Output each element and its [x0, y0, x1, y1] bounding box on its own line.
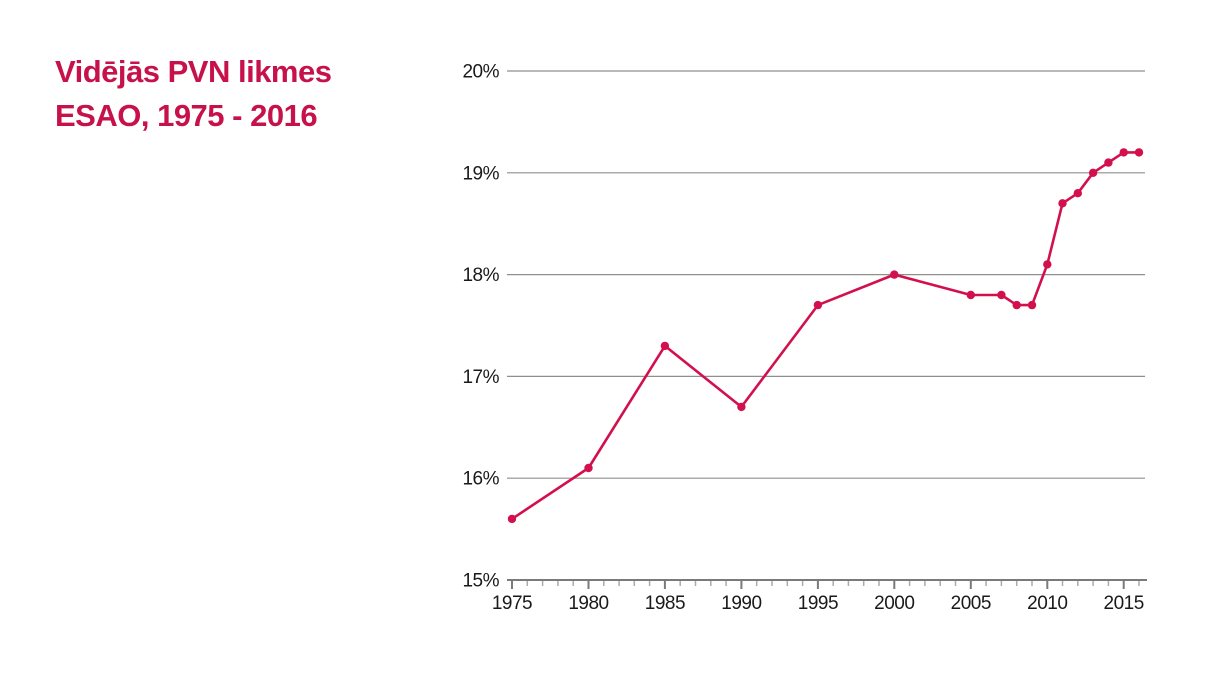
data-point-2014 — [1104, 158, 1113, 167]
data-point-2013 — [1088, 168, 1098, 177]
data-point-2007 — [997, 290, 1006, 300]
x-tick-label: 2010 — [1027, 593, 1067, 614]
data-point-2015 — [1119, 148, 1128, 157]
chart-title: Vidējās PVN likmes ESAO, 1975 - 2016 — [55, 50, 332, 138]
x-tick-label: 1995 — [798, 593, 838, 614]
y-tick-label: 18% — [462, 265, 499, 286]
x-tick-label: 1985 — [645, 593, 685, 614]
y-tick-label: 15% — [462, 571, 499, 592]
data-point-2000 — [890, 270, 899, 279]
data-point-2009 — [1027, 300, 1037, 310]
x-tick-label: 1980 — [568, 593, 608, 614]
data-point-2005 — [966, 290, 975, 300]
y-tick-label: 20% — [462, 62, 499, 83]
data-point-2012 — [1073, 189, 1083, 198]
data-point-2016 — [1134, 148, 1144, 157]
data-point-2008 — [1012, 300, 1021, 310]
data-point-1975 — [507, 514, 517, 524]
y-tick-label: 16% — [462, 469, 499, 490]
chart-title-line1: Vidējās PVN likmes — [55, 54, 332, 89]
x-tick-label: 1975 — [492, 593, 532, 614]
y-tick-label: 19% — [462, 163, 499, 184]
data-point-2011 — [1058, 199, 1067, 208]
x-tick-label: 2000 — [874, 593, 914, 614]
y-tick-label: 17% — [462, 367, 499, 388]
chart-title-line2: ESAO, 1975 - 2016 — [55, 98, 318, 133]
data-point-1990 — [737, 402, 746, 412]
x-tick-label: 2015 — [1104, 593, 1144, 614]
data-line — [510, 151, 1141, 521]
data-point-1985 — [660, 341, 670, 351]
data-point-1980 — [584, 463, 593, 473]
x-tick-label: 2005 — [951, 593, 991, 614]
data-point-2010 — [1043, 260, 1052, 269]
data-point-1995 — [813, 300, 823, 310]
x-tick-label: 1990 — [721, 593, 761, 614]
